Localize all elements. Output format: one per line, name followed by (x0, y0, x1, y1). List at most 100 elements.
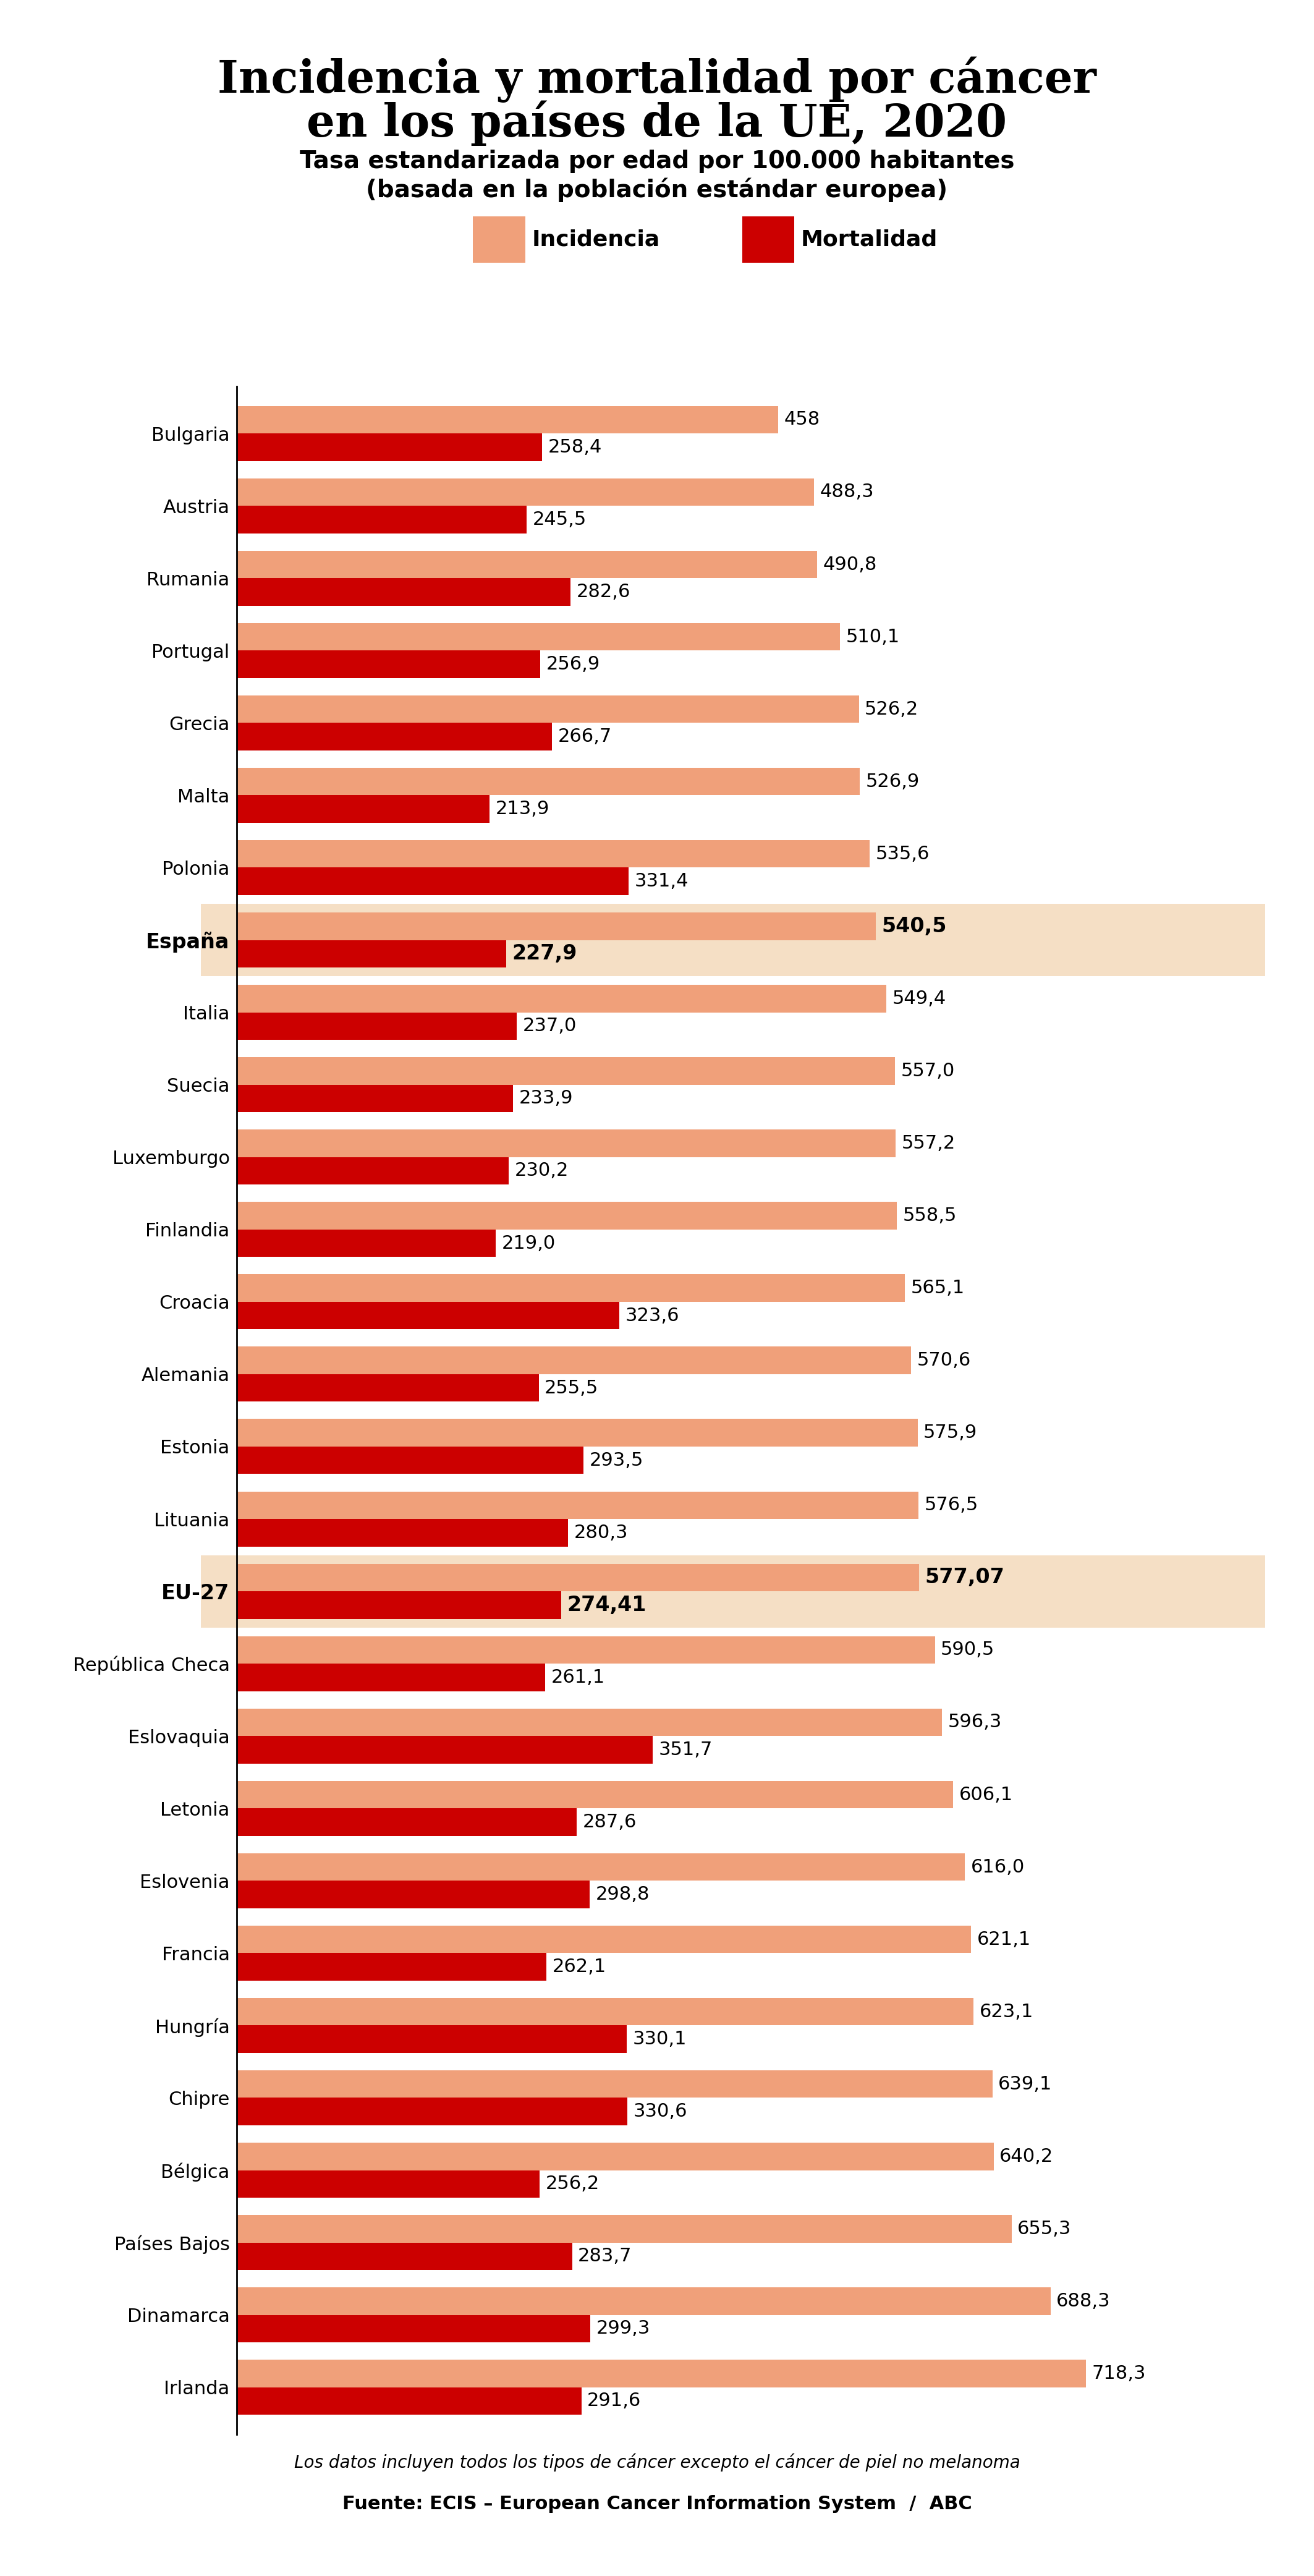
Bar (237, 1880, 590, 1909)
Text: 639,1: 639,1 (999, 2076, 1053, 2094)
Bar (237, 1708, 942, 1736)
Text: 526,2: 526,2 (865, 701, 918, 719)
Bar (237, 1229, 495, 1257)
Bar (237, 1157, 509, 1185)
Bar (237, 2244, 572, 2269)
Text: Fuente: ECIS – European Cancer Information System  /  ABC: Fuente: ECIS – European Cancer Informati… (342, 2496, 972, 2512)
Bar (237, 577, 570, 605)
Text: 287,6: 287,6 (582, 1814, 636, 1832)
Bar (237, 407, 778, 433)
Bar (237, 1520, 568, 1546)
Text: 688,3: 688,3 (1056, 2293, 1110, 2311)
Text: 274,41: 274,41 (566, 1595, 646, 1615)
Text: 458: 458 (784, 410, 820, 428)
Text: 488,3: 488,3 (820, 484, 874, 500)
Bar (237, 912, 875, 940)
Text: 596,3: 596,3 (947, 1713, 1001, 1731)
Text: 262,1: 262,1 (552, 1958, 606, 1976)
Text: Incidencia y mortalidad por cáncer: Incidencia y mortalidad por cáncer (218, 57, 1096, 103)
Text: 227,9: 227,9 (512, 943, 577, 963)
Bar (237, 479, 813, 505)
Text: 293,5: 293,5 (590, 1450, 644, 1468)
Bar (237, 1056, 895, 1084)
FancyBboxPatch shape (201, 904, 1265, 976)
Bar (237, 551, 817, 577)
Bar (237, 1203, 897, 1229)
Text: 526,9: 526,9 (866, 773, 920, 791)
Text: 570,6: 570,6 (917, 1352, 971, 1370)
Text: 237,0: 237,0 (523, 1018, 577, 1036)
Bar (237, 724, 552, 750)
Bar (237, 1373, 539, 1401)
Bar (237, 1301, 619, 1329)
Text: 230,2: 230,2 (515, 1162, 569, 1180)
Text: 330,1: 330,1 (633, 2030, 687, 2048)
Bar (237, 1780, 953, 1808)
Text: 577,07: 577,07 (925, 1566, 1004, 1587)
Text: 590,5: 590,5 (941, 1641, 995, 1659)
Bar (237, 505, 527, 533)
Text: 256,9: 256,9 (547, 654, 600, 672)
Bar (237, 1492, 918, 1520)
Bar (237, 2071, 992, 2097)
Bar (237, 768, 859, 796)
Text: 330,6: 330,6 (633, 2102, 687, 2120)
Text: Los datos incluyen todos los tipos de cáncer excepto el cáncer de piel no melano: Los datos incluyen todos los tipos de cá… (294, 2452, 1020, 2473)
Bar (237, 868, 628, 894)
Bar (237, 2025, 627, 2053)
Bar (237, 1999, 974, 2025)
Text: (basada en la población estándar europea): (basada en la población estándar europea… (367, 178, 947, 201)
Bar (237, 796, 490, 822)
Bar (237, 984, 886, 1012)
Text: 233,9: 233,9 (519, 1090, 573, 1108)
Bar (237, 1012, 516, 1041)
Text: 351,7: 351,7 (658, 1741, 712, 1759)
FancyBboxPatch shape (201, 1556, 1265, 1628)
Text: 213,9: 213,9 (495, 801, 549, 819)
Bar (237, 1808, 577, 1837)
Bar (237, 1419, 917, 1448)
Bar (237, 2169, 540, 2197)
Text: 245,5: 245,5 (532, 510, 586, 528)
Text: 623,1: 623,1 (979, 2002, 1033, 2020)
Text: 266,7: 266,7 (558, 726, 612, 744)
Text: 256,2: 256,2 (545, 2174, 599, 2192)
Text: 291,6: 291,6 (587, 2393, 641, 2411)
Text: 255,5: 255,5 (544, 1378, 598, 1396)
Text: 616,0: 616,0 (971, 1857, 1025, 1875)
Text: 565,1: 565,1 (911, 1280, 964, 1298)
Bar (237, 2316, 590, 2342)
Bar (237, 1736, 653, 1765)
Text: 557,0: 557,0 (901, 1061, 955, 1079)
Text: 540,5: 540,5 (882, 917, 947, 938)
Text: 535,6: 535,6 (876, 845, 930, 863)
Bar (237, 1084, 514, 1113)
Bar (237, 2143, 993, 2169)
Text: 261,1: 261,1 (551, 1669, 606, 1687)
Text: 282,6: 282,6 (577, 582, 631, 600)
Text: 621,1: 621,1 (976, 1929, 1031, 1947)
Text: 575,9: 575,9 (924, 1425, 978, 1443)
Text: 258,4: 258,4 (548, 438, 602, 456)
Text: 549,4: 549,4 (892, 989, 946, 1007)
Bar (237, 2360, 1085, 2388)
Bar (237, 840, 870, 868)
Bar (237, 696, 859, 724)
Text: 606,1: 606,1 (959, 1785, 1013, 1803)
Bar (237, 433, 543, 461)
Bar (237, 1448, 583, 1473)
Bar (237, 1927, 971, 1953)
Text: 299,3: 299,3 (597, 2321, 650, 2336)
Text: 558,5: 558,5 (903, 1206, 957, 1224)
Text: 219,0: 219,0 (502, 1234, 556, 1252)
Text: Incidencia: Incidencia (532, 229, 660, 250)
Text: 283,7: 283,7 (578, 2246, 632, 2264)
Text: 718,3: 718,3 (1092, 2365, 1146, 2383)
Text: 640,2: 640,2 (1000, 2148, 1054, 2166)
Text: 576,5: 576,5 (924, 1497, 978, 1515)
Text: 655,3: 655,3 (1017, 2221, 1071, 2239)
Text: 280,3: 280,3 (574, 1522, 628, 1540)
Text: Tasa estandarizada por edad por 100.000 habitantes: Tasa estandarizada por edad por 100.000 … (300, 149, 1014, 173)
Bar (237, 1564, 918, 1592)
Bar (237, 2287, 1050, 2316)
